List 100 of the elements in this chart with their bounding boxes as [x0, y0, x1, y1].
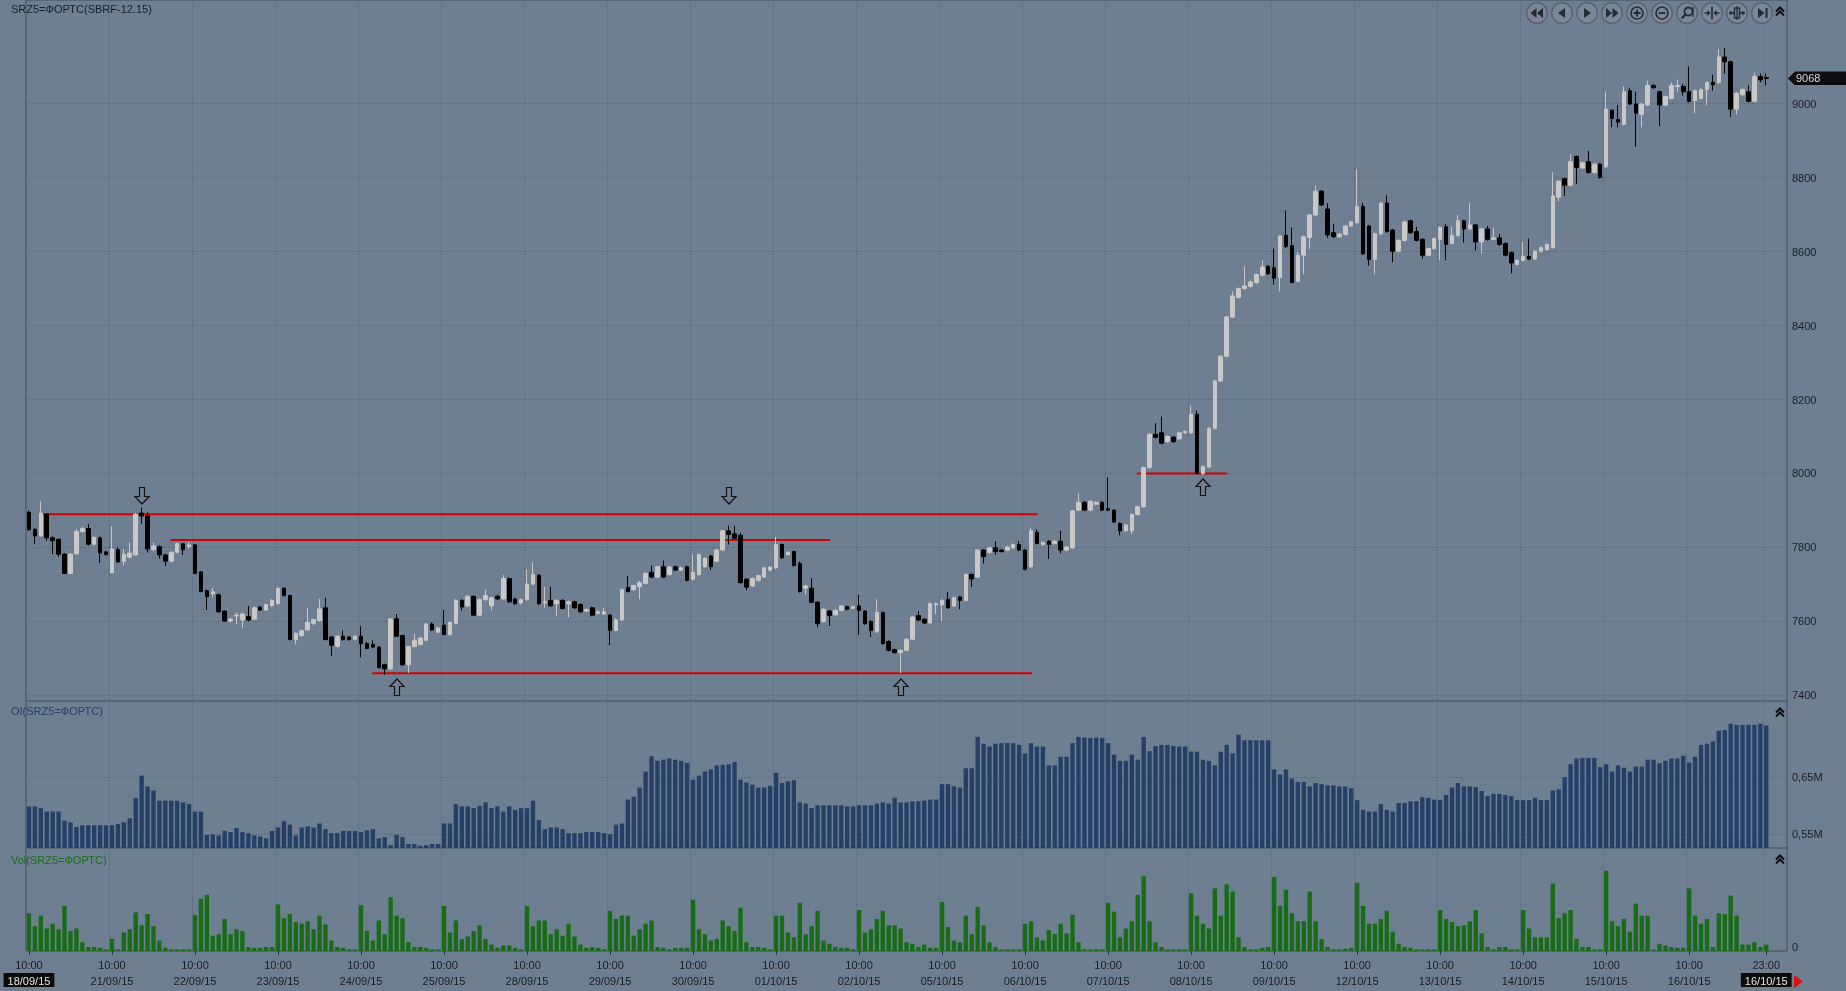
bar	[32, 926, 38, 951]
x-tick-label: 10:00 15/10/15	[1584, 959, 1628, 987]
y-tick-label: 9000	[1792, 97, 1817, 110]
candlestick	[655, 565, 660, 579]
bar	[1615, 926, 1621, 951]
bar	[192, 914, 198, 951]
candlestick	[460, 598, 464, 611]
candlestick	[151, 542, 156, 552]
candlestick	[863, 609, 867, 626]
bar	[1271, 877, 1277, 951]
bar	[1698, 923, 1704, 951]
bar	[791, 937, 797, 951]
bar	[1603, 870, 1609, 951]
candlestick	[1574, 154, 1579, 185]
candlestick	[543, 586, 547, 609]
bar	[779, 915, 785, 951]
x-tick-label: 10:00 23/09/15	[256, 959, 300, 987]
bar	[1194, 915, 1200, 951]
candlestick	[875, 598, 879, 634]
bar	[1550, 883, 1555, 951]
candlestick	[258, 605, 262, 612]
candlestick	[786, 550, 790, 557]
text: 9068	[1788, 71, 1846, 86]
bar	[1129, 921, 1135, 951]
bar	[1467, 921, 1472, 951]
candlestick	[1462, 219, 1466, 244]
candlestick	[246, 605, 251, 622]
candlestick	[964, 572, 968, 602]
candlestick	[1450, 226, 1454, 246]
candlestick	[1355, 168, 1359, 225]
bar	[1716, 913, 1722, 951]
candlestick	[969, 572, 974, 588]
candlestick	[1604, 91, 1608, 169]
candlestick	[548, 586, 553, 608]
candlestick	[228, 617, 233, 623]
candlestick	[952, 596, 956, 608]
candlestick	[798, 561, 802, 594]
candlestick	[341, 629, 345, 642]
candlestick	[98, 535, 102, 564]
candlestick	[442, 609, 446, 637]
x-tick-label: 10:00 22/09/15	[173, 959, 217, 987]
bar	[1028, 921, 1034, 951]
candlestick	[792, 549, 796, 568]
x-tick-label: 10:00 24/09/15	[339, 959, 383, 987]
candlestick	[1580, 161, 1585, 170]
candlestick	[709, 554, 713, 571]
candlestick	[596, 609, 600, 615]
candlestick	[1634, 91, 1638, 148]
candlestick	[934, 602, 938, 615]
candlestick	[1746, 84, 1751, 103]
candlestick	[525, 568, 529, 602]
candlestick	[1752, 72, 1757, 103]
candlestick	[554, 598, 559, 617]
candlestick	[181, 542, 185, 556]
candlestick	[359, 625, 363, 658]
candlestick	[1195, 410, 1199, 475]
candlestick	[987, 546, 992, 554]
bar	[619, 915, 625, 951]
y-tick-label: 0,55M	[1792, 828, 1823, 841]
bar	[856, 910, 862, 951]
x-tick-label: 10:00 01/10/15	[754, 959, 798, 987]
candlestick	[1379, 201, 1383, 236]
bar	[1621, 918, 1627, 951]
bar	[542, 920, 548, 951]
bar	[1532, 937, 1538, 951]
candlestick	[667, 565, 672, 577]
candlestick	[1361, 202, 1365, 256]
candlestick	[1562, 177, 1567, 197]
candlestick	[86, 523, 91, 547]
bar	[1117, 937, 1123, 951]
candlestick	[1479, 227, 1484, 255]
candlestick	[685, 565, 689, 583]
candlestick	[608, 613, 612, 646]
candlestick	[33, 527, 37, 545]
candlestick	[1165, 434, 1170, 444]
candlestick	[1047, 539, 1051, 560]
candlestick	[1438, 225, 1442, 261]
bar	[287, 914, 293, 951]
candlestick	[288, 594, 292, 641]
bar	[530, 926, 536, 951]
candlestick	[1444, 223, 1448, 261]
candlestick	[371, 639, 375, 649]
bar	[38, 915, 44, 951]
bar	[1111, 911, 1117, 951]
candlestick	[1106, 477, 1110, 512]
chart-title: OI(SRZ5=ФОРТС)	[11, 704, 103, 717]
bar	[1384, 910, 1389, 951]
candlestick	[335, 634, 340, 648]
candlestick	[1622, 86, 1626, 126]
candlestick	[1171, 435, 1176, 444]
candlestick	[1515, 258, 1519, 267]
bar	[281, 918, 287, 951]
chart-title: Vol(SRZ5=ФОРТС)	[11, 853, 107, 866]
candlestick	[270, 598, 274, 608]
candlestick	[1610, 108, 1614, 128]
bar	[1277, 906, 1283, 951]
bar	[275, 904, 281, 951]
candlestick	[679, 566, 683, 572]
bar	[453, 920, 459, 951]
bar	[1360, 906, 1366, 951]
